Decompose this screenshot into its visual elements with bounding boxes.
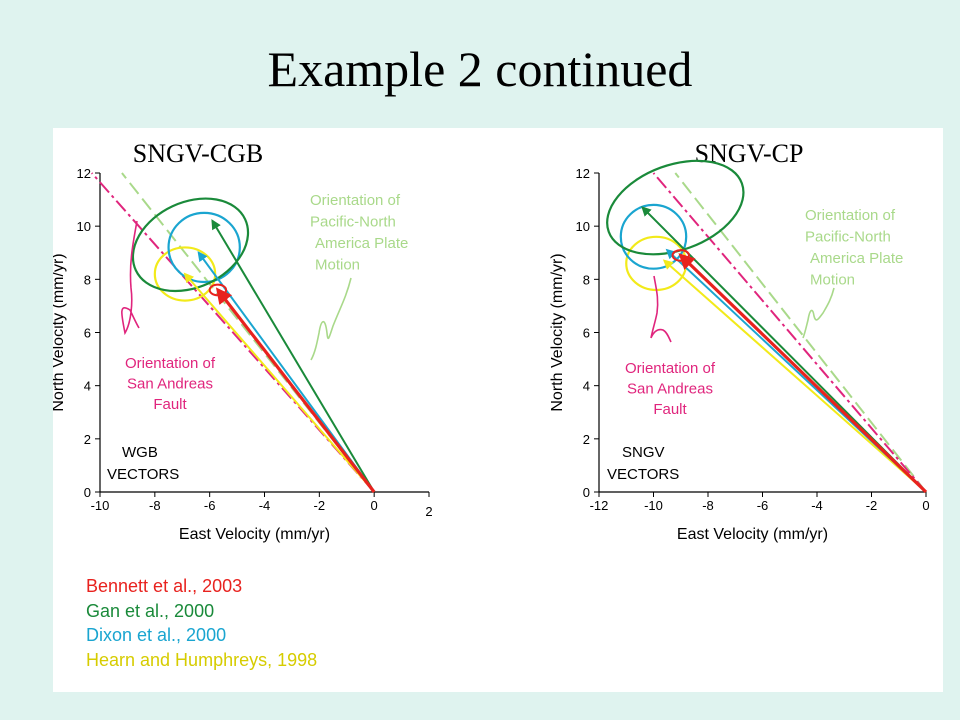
san-andreas-annotation-line: San Andreas xyxy=(627,381,713,398)
pacific-pointer xyxy=(802,287,835,339)
san-andreas-pointer xyxy=(121,220,140,336)
y-tick-label: 2 xyxy=(583,432,590,447)
x-tick-label: 0 xyxy=(922,498,929,513)
figure-panel: SNGV-CGB 0 2 4 6 8 10 12 -10 -8 -6 -4 -2 0 2 East Veloc… xyxy=(53,128,943,692)
y-tick-label: 12 xyxy=(77,166,91,181)
y-tick-label: 6 xyxy=(583,326,590,341)
x-tick-label: -12 xyxy=(590,498,609,513)
y-axis-label: North Velocity (mm/yr) xyxy=(549,253,566,411)
y-tick-label: 8 xyxy=(583,272,590,287)
slide-title: Example 2 continued xyxy=(267,41,693,97)
gan-error-ellipse xyxy=(606,159,745,256)
corner-label-line: VECTORS xyxy=(107,466,179,483)
x-tick-label: -10 xyxy=(644,498,663,513)
san-andreas-annotation-line: Orientation of xyxy=(625,360,716,377)
reference-hearn: Hearn and Humphreys, 1998 xyxy=(86,649,318,670)
bennett-velocity-vector xyxy=(215,287,376,493)
pacific-annotation-line: America Plate xyxy=(315,235,408,252)
x-tick-label: -10 xyxy=(91,498,110,513)
corner-label-line: WGB xyxy=(122,444,158,461)
y-tick-label: 10 xyxy=(576,219,590,234)
reference-gan: Gan et al., 2000 xyxy=(86,600,215,621)
chart-sngv-cgb: SNGV-CGB 0 2 4 6 8 10 12 -10 -8 -6 -4 -2 0 2 East Veloc… xyxy=(53,139,433,543)
pacific-annotation-line: Orientation of xyxy=(310,192,401,209)
y-axis-label: North Velocity (mm/yr) xyxy=(53,253,67,411)
bennett-error-ellipse xyxy=(208,283,228,297)
x-tick-label: -8 xyxy=(702,498,714,513)
y-tick-label: 6 xyxy=(84,326,91,341)
x-tick-label: -2 xyxy=(314,498,326,513)
x-tick-label: 2 xyxy=(425,504,432,519)
reference-bennett: Bennett et al., 2003 xyxy=(86,576,243,596)
y-tick-label: 10 xyxy=(77,219,91,234)
x-tick-label: -4 xyxy=(811,498,823,513)
x-tick-label: 0 xyxy=(371,498,378,513)
y-tick-label: 2 xyxy=(84,432,91,447)
pacific-annotation-line: Motion xyxy=(810,272,855,289)
san-andreas-pointer xyxy=(650,275,672,343)
hearn-velocity-vector xyxy=(662,259,927,493)
y-tick-label: 12 xyxy=(576,166,590,181)
pacific-pointer xyxy=(310,277,352,361)
y-tick-label: 8 xyxy=(84,272,91,287)
y-tick-label: 4 xyxy=(583,379,590,394)
corner-label-line: SNGV xyxy=(622,444,665,461)
y-tick-label: 0 xyxy=(583,485,590,500)
y-tick-label: 4 xyxy=(84,379,91,394)
figure-svg: SNGV-CGB 0 2 4 6 8 10 12 -10 -8 -6 -4 -2 0 2 East Veloc… xyxy=(53,139,930,543)
x-tick-label: -4 xyxy=(259,498,271,513)
san-andreas-annotation-line: Orientation of xyxy=(125,355,216,372)
reference-list: Bennett et al., 2003 Gan et al., 2000 Di… xyxy=(86,574,317,672)
x-tick-label: -6 xyxy=(757,498,769,513)
x-tick-label: -8 xyxy=(149,498,161,513)
bennett-error-ellipse xyxy=(671,249,690,262)
dixon-error-ellipse xyxy=(619,203,688,270)
gan-velocity-vector xyxy=(211,219,376,493)
pacific-annotation-line: Motion xyxy=(315,257,360,274)
san-andreas-fault-line xyxy=(91,172,375,493)
pacific-plate-motion-line xyxy=(674,172,927,493)
pacific-annotation-line: America Plate xyxy=(810,250,903,267)
x-axis-label: East Velocity (mm/yr) xyxy=(677,526,828,543)
san-andreas-annotation-line: Fault xyxy=(153,396,187,413)
x-tick-label: -2 xyxy=(866,498,878,513)
pacific-annotation-line: Pacific-North xyxy=(805,229,891,246)
pacific-annotation-line: Orientation of xyxy=(805,207,896,224)
san-andreas-fault-line xyxy=(652,172,927,493)
chart-sngv-cp: SNGV-CP 0 2 4 6 8 10 12 -12 -10 -8 -6 -4 -2 0 East Velo… xyxy=(549,139,930,543)
gan-error-ellipse xyxy=(131,197,250,293)
san-andreas-annotation-line: San Andreas xyxy=(127,376,213,393)
dixon-error-ellipse xyxy=(167,211,241,284)
san-andreas-annotation-line: Fault xyxy=(653,401,687,418)
chart-title: SNGV-CP xyxy=(695,139,804,168)
bennett-velocity-vector xyxy=(678,253,928,494)
x-axis-label: East Velocity (mm/yr) xyxy=(179,526,330,543)
pacific-annotation-line: Pacific-North xyxy=(310,214,396,231)
hearn-velocity-vector xyxy=(183,272,375,493)
corner-label-line: VECTORS xyxy=(607,466,679,483)
x-tick-label: -6 xyxy=(204,498,216,513)
chart-title: SNGV-CGB xyxy=(133,139,264,168)
y-tick-label: 0 xyxy=(84,485,91,500)
reference-dixon: Dixon et al., 2000 xyxy=(86,625,227,645)
